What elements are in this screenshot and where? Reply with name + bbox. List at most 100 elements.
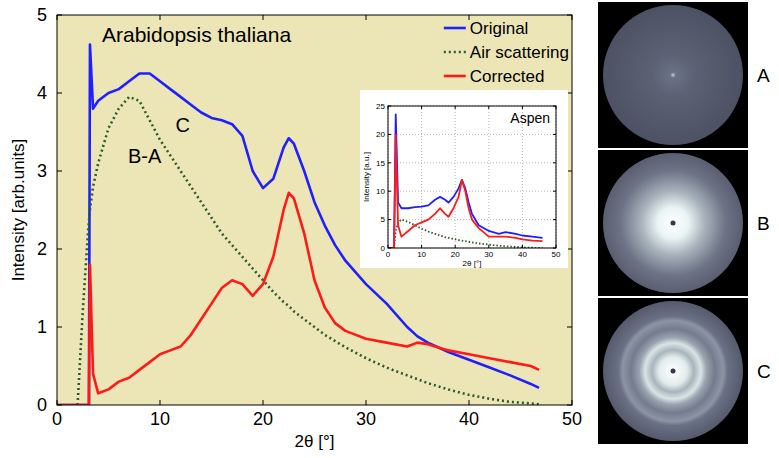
y-axis-title: Intensity [a.u.] — [362, 152, 371, 202]
x-axis-title: 2θ [°] — [295, 432, 335, 451]
y-tick — [57, 171, 62, 172]
series-line — [388, 115, 543, 248]
annotation: C — [175, 114, 189, 136]
y-tick-label: 10 — [376, 187, 385, 196]
beam-stop — [671, 221, 676, 226]
grid-line — [488, 106, 489, 248]
image-panel — [598, 298, 748, 444]
x-tick — [572, 400, 573, 405]
x-tick-label: 10 — [150, 409, 170, 429]
y-tick-label: 1 — [37, 317, 47, 337]
panel-label: A — [757, 65, 770, 86]
x-tick — [366, 400, 367, 405]
y-tick-label: 5 — [37, 5, 47, 25]
legend-swatch — [444, 75, 466, 78]
y-tick — [553, 191, 556, 192]
x-tick-label: 0 — [52, 409, 62, 429]
x-tick-label: 0 — [386, 250, 391, 259]
series-line — [388, 134, 543, 248]
plot-frame — [388, 106, 556, 248]
x-tick-label: 30 — [356, 409, 376, 429]
y-tick — [553, 162, 556, 163]
x-tick-label: 40 — [518, 250, 527, 259]
x-tick — [488, 106, 489, 109]
x-tick — [488, 245, 489, 248]
x-tick — [455, 106, 456, 109]
panel-label: C — [757, 361, 771, 382]
y-tick — [553, 134, 556, 135]
series-group — [388, 115, 543, 248]
grid-line — [421, 106, 422, 248]
y-tick-label: 5 — [381, 215, 386, 224]
grid-line — [522, 106, 523, 248]
x-tick — [57, 400, 58, 405]
legend-swatch — [444, 27, 466, 30]
plot-background — [388, 106, 556, 248]
y-tick-label: 20 — [376, 130, 385, 139]
y-tick — [553, 248, 556, 249]
plot-background — [57, 15, 572, 405]
x-tick — [160, 400, 161, 405]
x-tick — [522, 245, 523, 248]
x-axis-title: 2θ [°] — [463, 259, 482, 268]
grid-line — [388, 191, 556, 192]
y-tick — [388, 134, 391, 135]
legend-label: Corrected — [470, 67, 545, 86]
panel-background — [598, 298, 748, 444]
y-tick — [567, 327, 572, 328]
detector-image — [603, 5, 743, 145]
y-tick — [57, 327, 62, 328]
y-tick — [57, 249, 62, 250]
x-tick-label: 30 — [484, 250, 493, 259]
legend-label: Air scattering — [470, 43, 569, 62]
y-tick — [57, 93, 62, 94]
y-tick-label: 0 — [381, 244, 386, 253]
image-panel — [598, 2, 748, 148]
chart-title: Aspen — [510, 110, 550, 126]
x-tick — [421, 106, 422, 109]
x-tick — [366, 15, 367, 20]
x-tick-label: 50 — [562, 409, 582, 429]
x-tick-label: 40 — [459, 409, 479, 429]
x-tick-label: 20 — [451, 250, 460, 259]
y-tick-label: 0 — [37, 395, 47, 415]
x-tick-label: 20 — [253, 409, 273, 429]
x-tick — [421, 245, 422, 248]
inset-background — [360, 90, 568, 268]
image-panel — [598, 150, 748, 296]
figure: 010203040500123452θ [°]Intensity [arb.un… — [0, 0, 779, 458]
y-tick-label: 2 — [37, 239, 47, 259]
y-axis-title: Intensity [arb.units] — [9, 139, 28, 282]
y-tick — [567, 405, 572, 406]
x-tick-label: 50 — [552, 250, 561, 259]
beam-stop — [671, 369, 676, 374]
y-tick — [57, 405, 62, 406]
grid-line — [388, 134, 556, 135]
legend: Original Air scattering Corrected — [444, 19, 569, 86]
y-tick-label: 15 — [376, 159, 385, 168]
y-tick — [553, 106, 556, 107]
x-tick — [57, 15, 58, 20]
x-tick — [522, 106, 523, 109]
y-tick — [388, 106, 391, 107]
legend-swatch — [444, 51, 466, 54]
x-tick — [455, 245, 456, 248]
detector-image — [603, 153, 743, 293]
y-tick — [388, 191, 391, 192]
x-tick — [263, 400, 264, 405]
x-tick — [572, 15, 573, 20]
chart-0: 010203040500123452θ [°]Intensity [arb.un… — [9, 5, 582, 451]
x-tick — [263, 15, 264, 20]
y-tick — [553, 219, 556, 220]
x-tick — [469, 400, 470, 405]
x-tick — [160, 15, 161, 20]
chart-1: 0102030405005101520252θ [°]Intensity [a.… — [360, 90, 568, 268]
grid-line — [455, 106, 456, 248]
detector-image — [603, 301, 743, 441]
x-tick-label: 10 — [417, 250, 426, 259]
y-tick — [57, 15, 62, 16]
legend-label: Original — [470, 19, 529, 38]
panel-background — [598, 150, 748, 296]
chart-title: Arabidopsis thaliana — [102, 23, 291, 46]
y-tick-label: 4 — [37, 83, 47, 103]
